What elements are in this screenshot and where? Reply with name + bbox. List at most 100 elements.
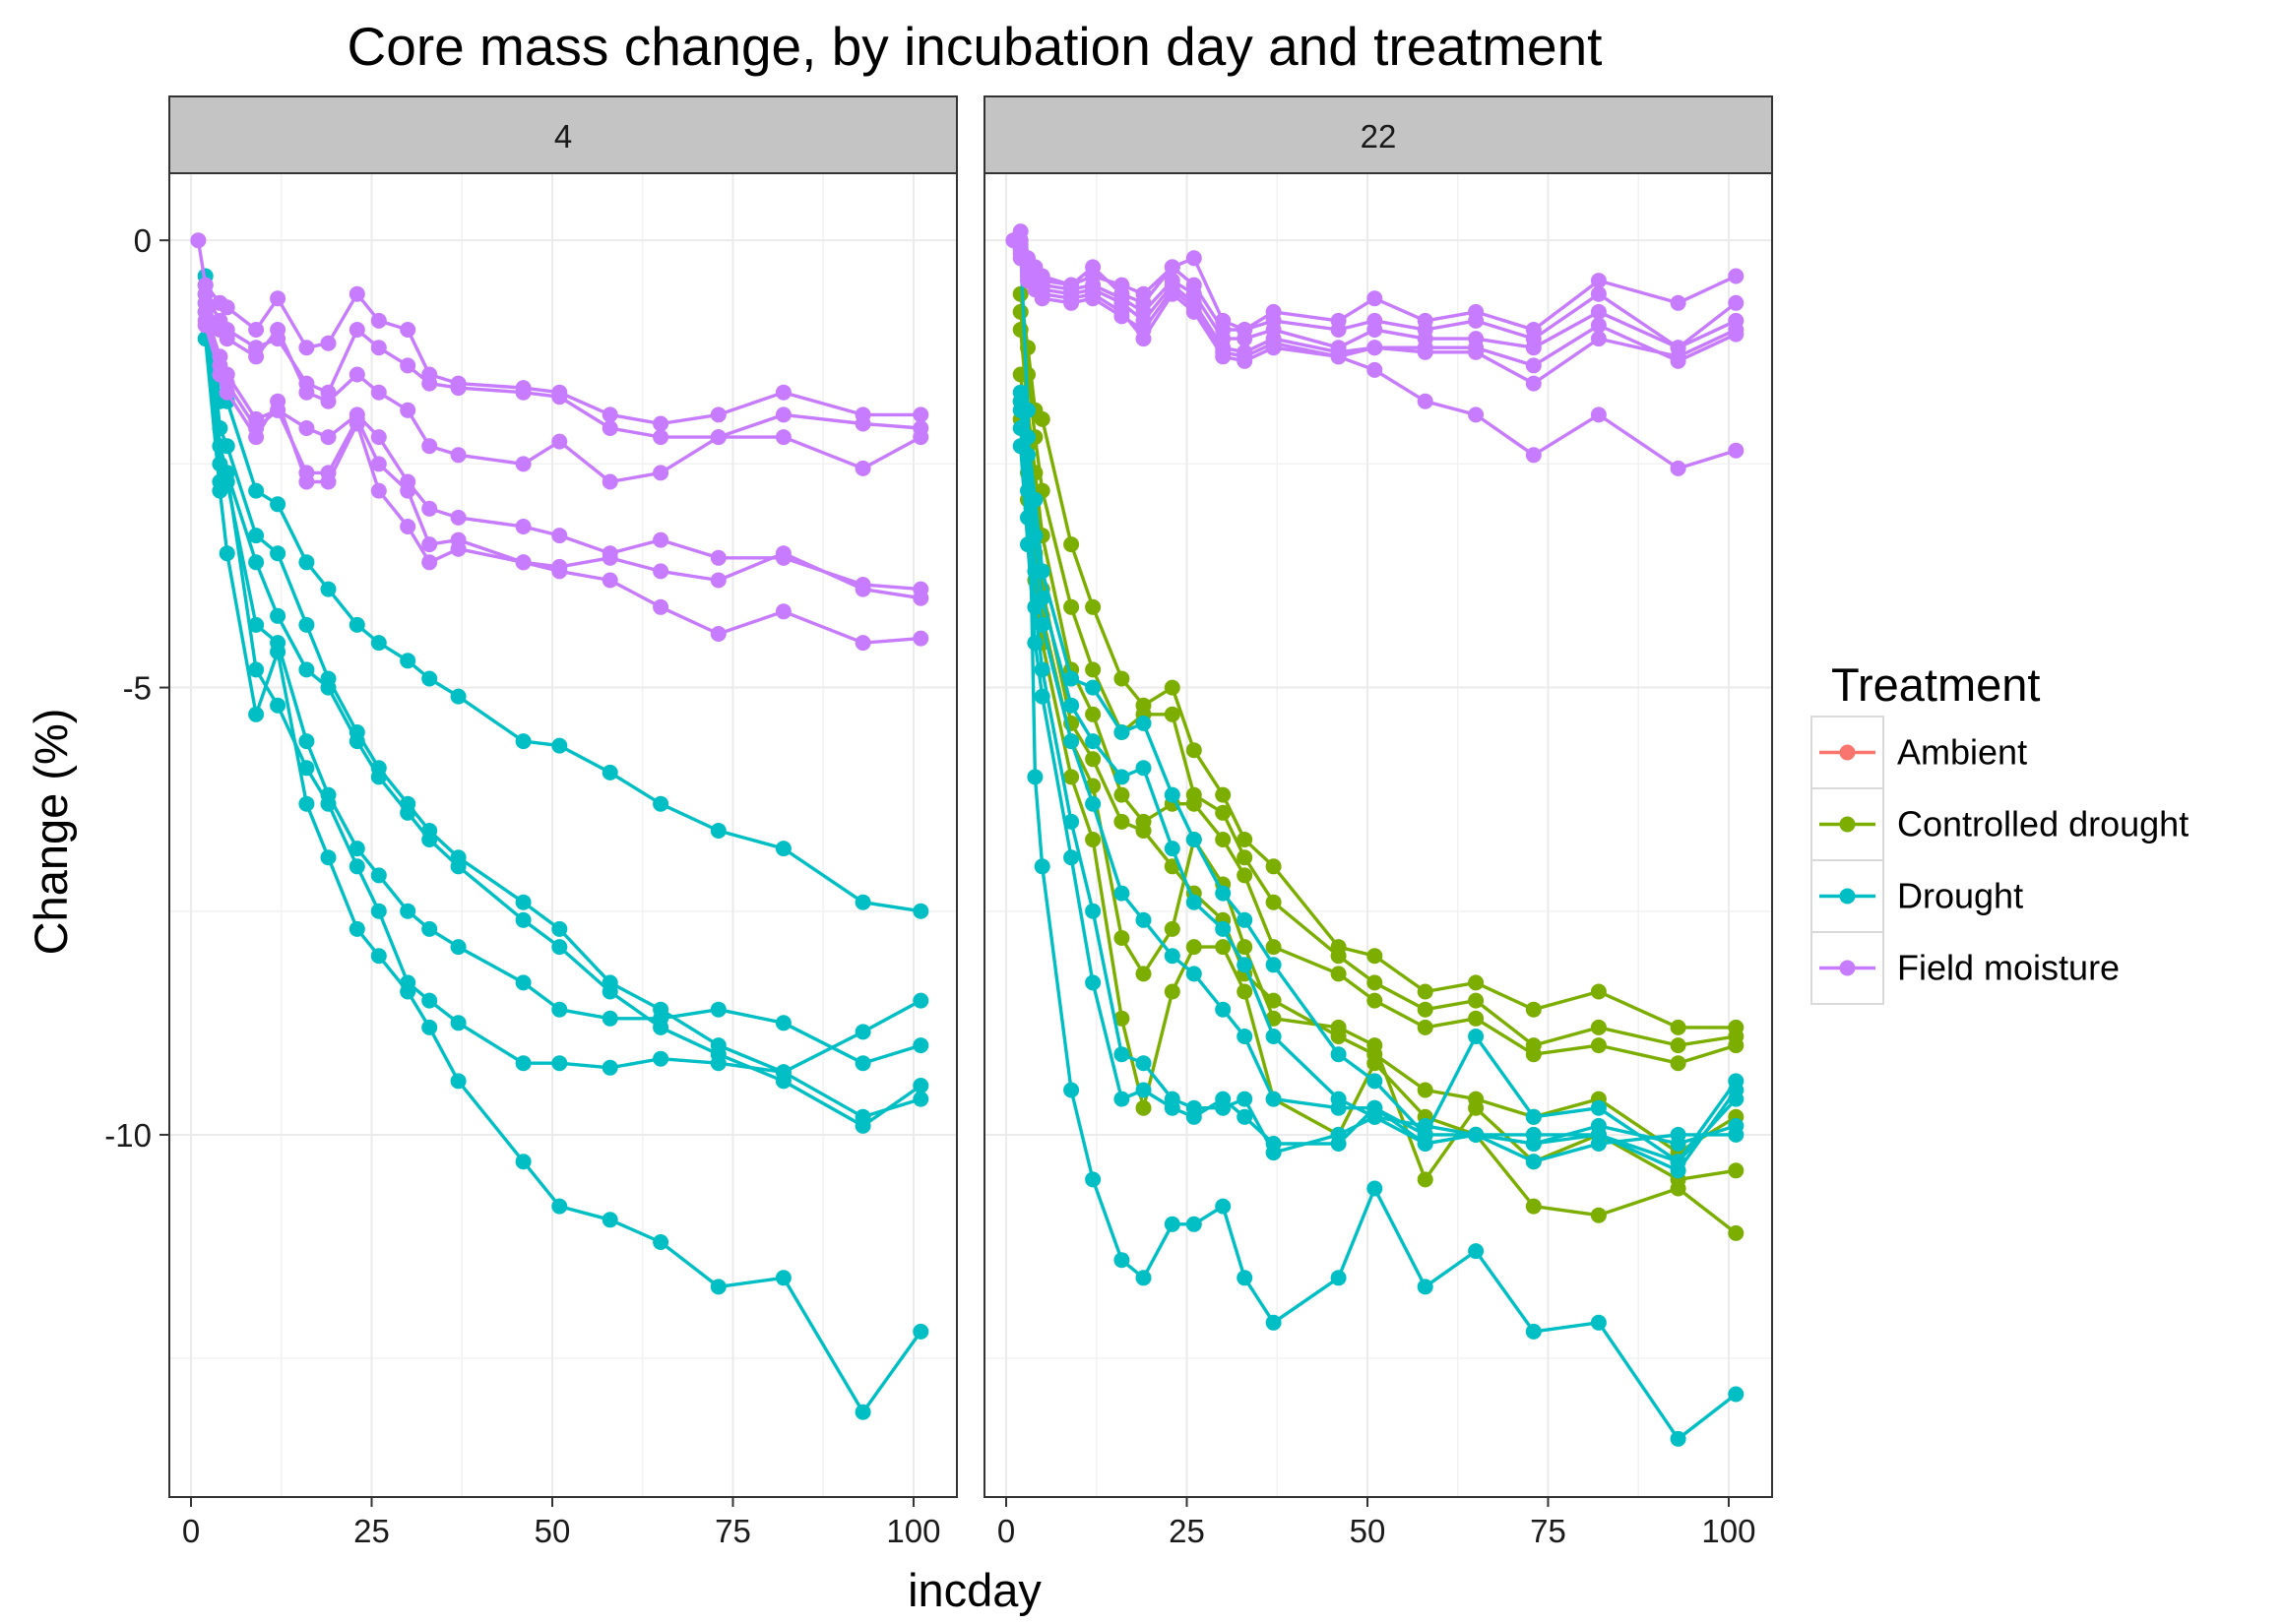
data-point <box>855 415 871 432</box>
data-point <box>1113 930 1130 946</box>
series-drought-4 <box>197 294 929 1072</box>
data-point <box>1366 992 1383 1009</box>
data-point <box>1215 344 1232 360</box>
data-point <box>1215 939 1232 956</box>
data-point <box>653 795 669 812</box>
data-point <box>1012 285 1029 302</box>
data-point <box>421 832 438 847</box>
data-point <box>1164 281 1180 298</box>
data-point <box>1590 273 1607 289</box>
data-point <box>1135 715 1152 731</box>
data-point <box>370 482 387 499</box>
data-point <box>1366 1180 1383 1197</box>
data-point <box>1670 1019 1686 1035</box>
data-point <box>775 1015 792 1031</box>
data-point <box>270 393 286 409</box>
data-point <box>855 1117 871 1134</box>
data-point <box>1012 303 1029 320</box>
data-point <box>1366 361 1383 378</box>
data-point <box>370 903 387 919</box>
data-point <box>1366 974 1383 991</box>
data-point <box>1366 1073 1383 1090</box>
data-point <box>400 983 416 1000</box>
data-point <box>710 823 727 839</box>
data-point <box>1215 1001 1232 1018</box>
data-point <box>1020 402 1036 418</box>
data-point <box>1185 299 1202 316</box>
data-point <box>653 429 669 446</box>
data-point <box>653 1050 669 1067</box>
data-point <box>710 429 727 446</box>
data-point <box>1164 948 1180 965</box>
data-point <box>1085 598 1102 615</box>
data-point <box>1728 1126 1745 1143</box>
data-point <box>1164 920 1180 937</box>
data-point <box>1525 1001 1542 1018</box>
data-point <box>400 519 416 534</box>
data-point <box>1085 679 1102 696</box>
data-point <box>219 299 235 316</box>
data-point <box>913 420 929 436</box>
data-point <box>1366 1099 1383 1116</box>
data-point <box>1185 795 1202 812</box>
series-line <box>204 293 922 1128</box>
data-point <box>1728 1037 1745 1054</box>
facet-strip-label: 22 <box>1361 118 1397 155</box>
data-point <box>1164 1099 1180 1116</box>
data-point <box>1728 294 1745 311</box>
data-point <box>1237 1029 1253 1044</box>
data-point <box>248 706 265 722</box>
data-point <box>1185 894 1202 910</box>
data-point <box>1113 724 1130 740</box>
data-point <box>855 1404 871 1420</box>
data-point <box>400 402 416 418</box>
data-point <box>1063 849 1080 866</box>
data-point <box>551 563 568 580</box>
data-point <box>1590 317 1607 334</box>
data-point <box>1265 1136 1282 1152</box>
data-point <box>602 1212 618 1228</box>
data-point <box>212 482 228 499</box>
data-point <box>775 603 792 620</box>
data-point <box>1185 250 1202 267</box>
data-point <box>602 572 618 589</box>
data-point <box>602 406 618 423</box>
data-point <box>400 903 416 919</box>
data-point <box>1063 733 1080 750</box>
data-point <box>1590 1019 1607 1035</box>
data-point <box>298 554 315 571</box>
data-point <box>1366 322 1383 338</box>
data-point <box>1525 1323 1542 1340</box>
data-point <box>1063 769 1080 785</box>
data-point <box>421 536 438 553</box>
data-point <box>775 384 792 401</box>
data-point <box>298 661 315 678</box>
data-point <box>551 939 568 956</box>
data-point <box>1590 406 1607 423</box>
data-point <box>551 1055 568 1072</box>
data-point <box>1237 1270 1253 1286</box>
data-point <box>1237 983 1253 1000</box>
data-point <box>1590 331 1607 347</box>
data-point <box>1237 939 1253 956</box>
data-point <box>1020 536 1036 553</box>
data-point <box>219 384 235 401</box>
data-point <box>1085 259 1102 276</box>
data-point <box>1468 1243 1485 1260</box>
data-point <box>421 500 438 517</box>
legend-item-drought: Drought <box>1810 859 2023 933</box>
data-point <box>1330 322 1347 338</box>
data-point <box>450 447 467 464</box>
data-point <box>913 1037 929 1054</box>
data-point <box>1164 786 1180 803</box>
x-tick-label: 100 <box>886 1513 940 1549</box>
data-point <box>450 509 467 526</box>
y-axis-title: Change (%) <box>25 709 77 956</box>
facet-strip <box>983 95 1773 174</box>
data-point <box>775 1064 792 1081</box>
data-point <box>190 232 207 249</box>
data-point <box>855 581 871 597</box>
data-point <box>653 465 669 481</box>
data-point <box>1063 1082 1080 1098</box>
data-point <box>1085 795 1102 812</box>
